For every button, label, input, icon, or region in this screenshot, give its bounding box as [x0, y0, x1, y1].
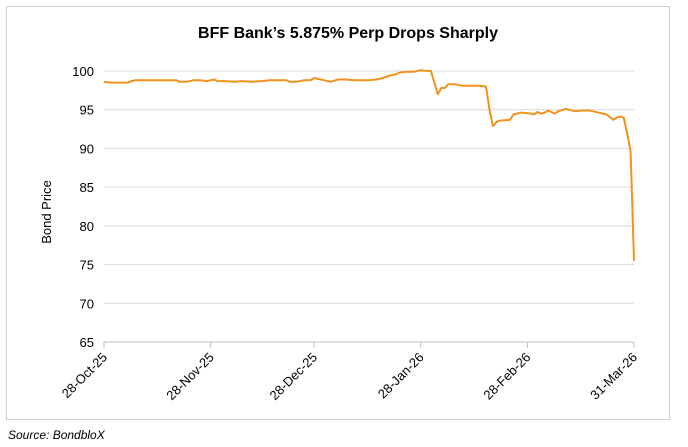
series-line [103, 69, 635, 261]
x-tick-label: 31-Mar-26 [587, 350, 640, 403]
x-tick-label: 28-Nov-25 [163, 350, 217, 404]
y-tick-label: 100 [72, 64, 94, 79]
y-tick-label: 75 [80, 258, 94, 273]
x-tick-label: 28-Oct-25 [59, 350, 110, 401]
line-chart: BFF Bank’s 5.875% Perp Drops Sharply 65 7… [39, 25, 640, 404]
y-tick-label: 80 [80, 219, 94, 234]
series-layer [103, 69, 635, 261]
x-tick-label: 28-Dec-25 [267, 350, 321, 404]
source-note: Source: BondbloX [8, 428, 105, 442]
gridlines [104, 70, 634, 304]
chart-title: BFF Bank’s 5.875% Perp Drops Sharply [198, 25, 498, 42]
x-tick-label: 28-Feb-26 [480, 350, 533, 403]
x-axis: 28-Oct-25 28-Nov-25 28-Dec-25 28-Jan-26 28-F… [59, 341, 640, 404]
y-tick-label: 65 [80, 335, 94, 350]
y-tick-label: 70 [80, 296, 94, 311]
y-tick-label: 85 [80, 180, 94, 195]
y-axis-ticks: 65 70 75 80 85 90 95 100 [72, 64, 94, 350]
x-tick-label: 28-Jan-26 [375, 350, 427, 402]
y-axis-label: Bond Price [39, 180, 54, 244]
chart-container: BFF Bank’s 5.875% Perp Drops Sharply 65 7… [6, 6, 670, 420]
y-tick-label: 90 [80, 141, 94, 156]
y-tick-label: 95 [80, 103, 94, 118]
